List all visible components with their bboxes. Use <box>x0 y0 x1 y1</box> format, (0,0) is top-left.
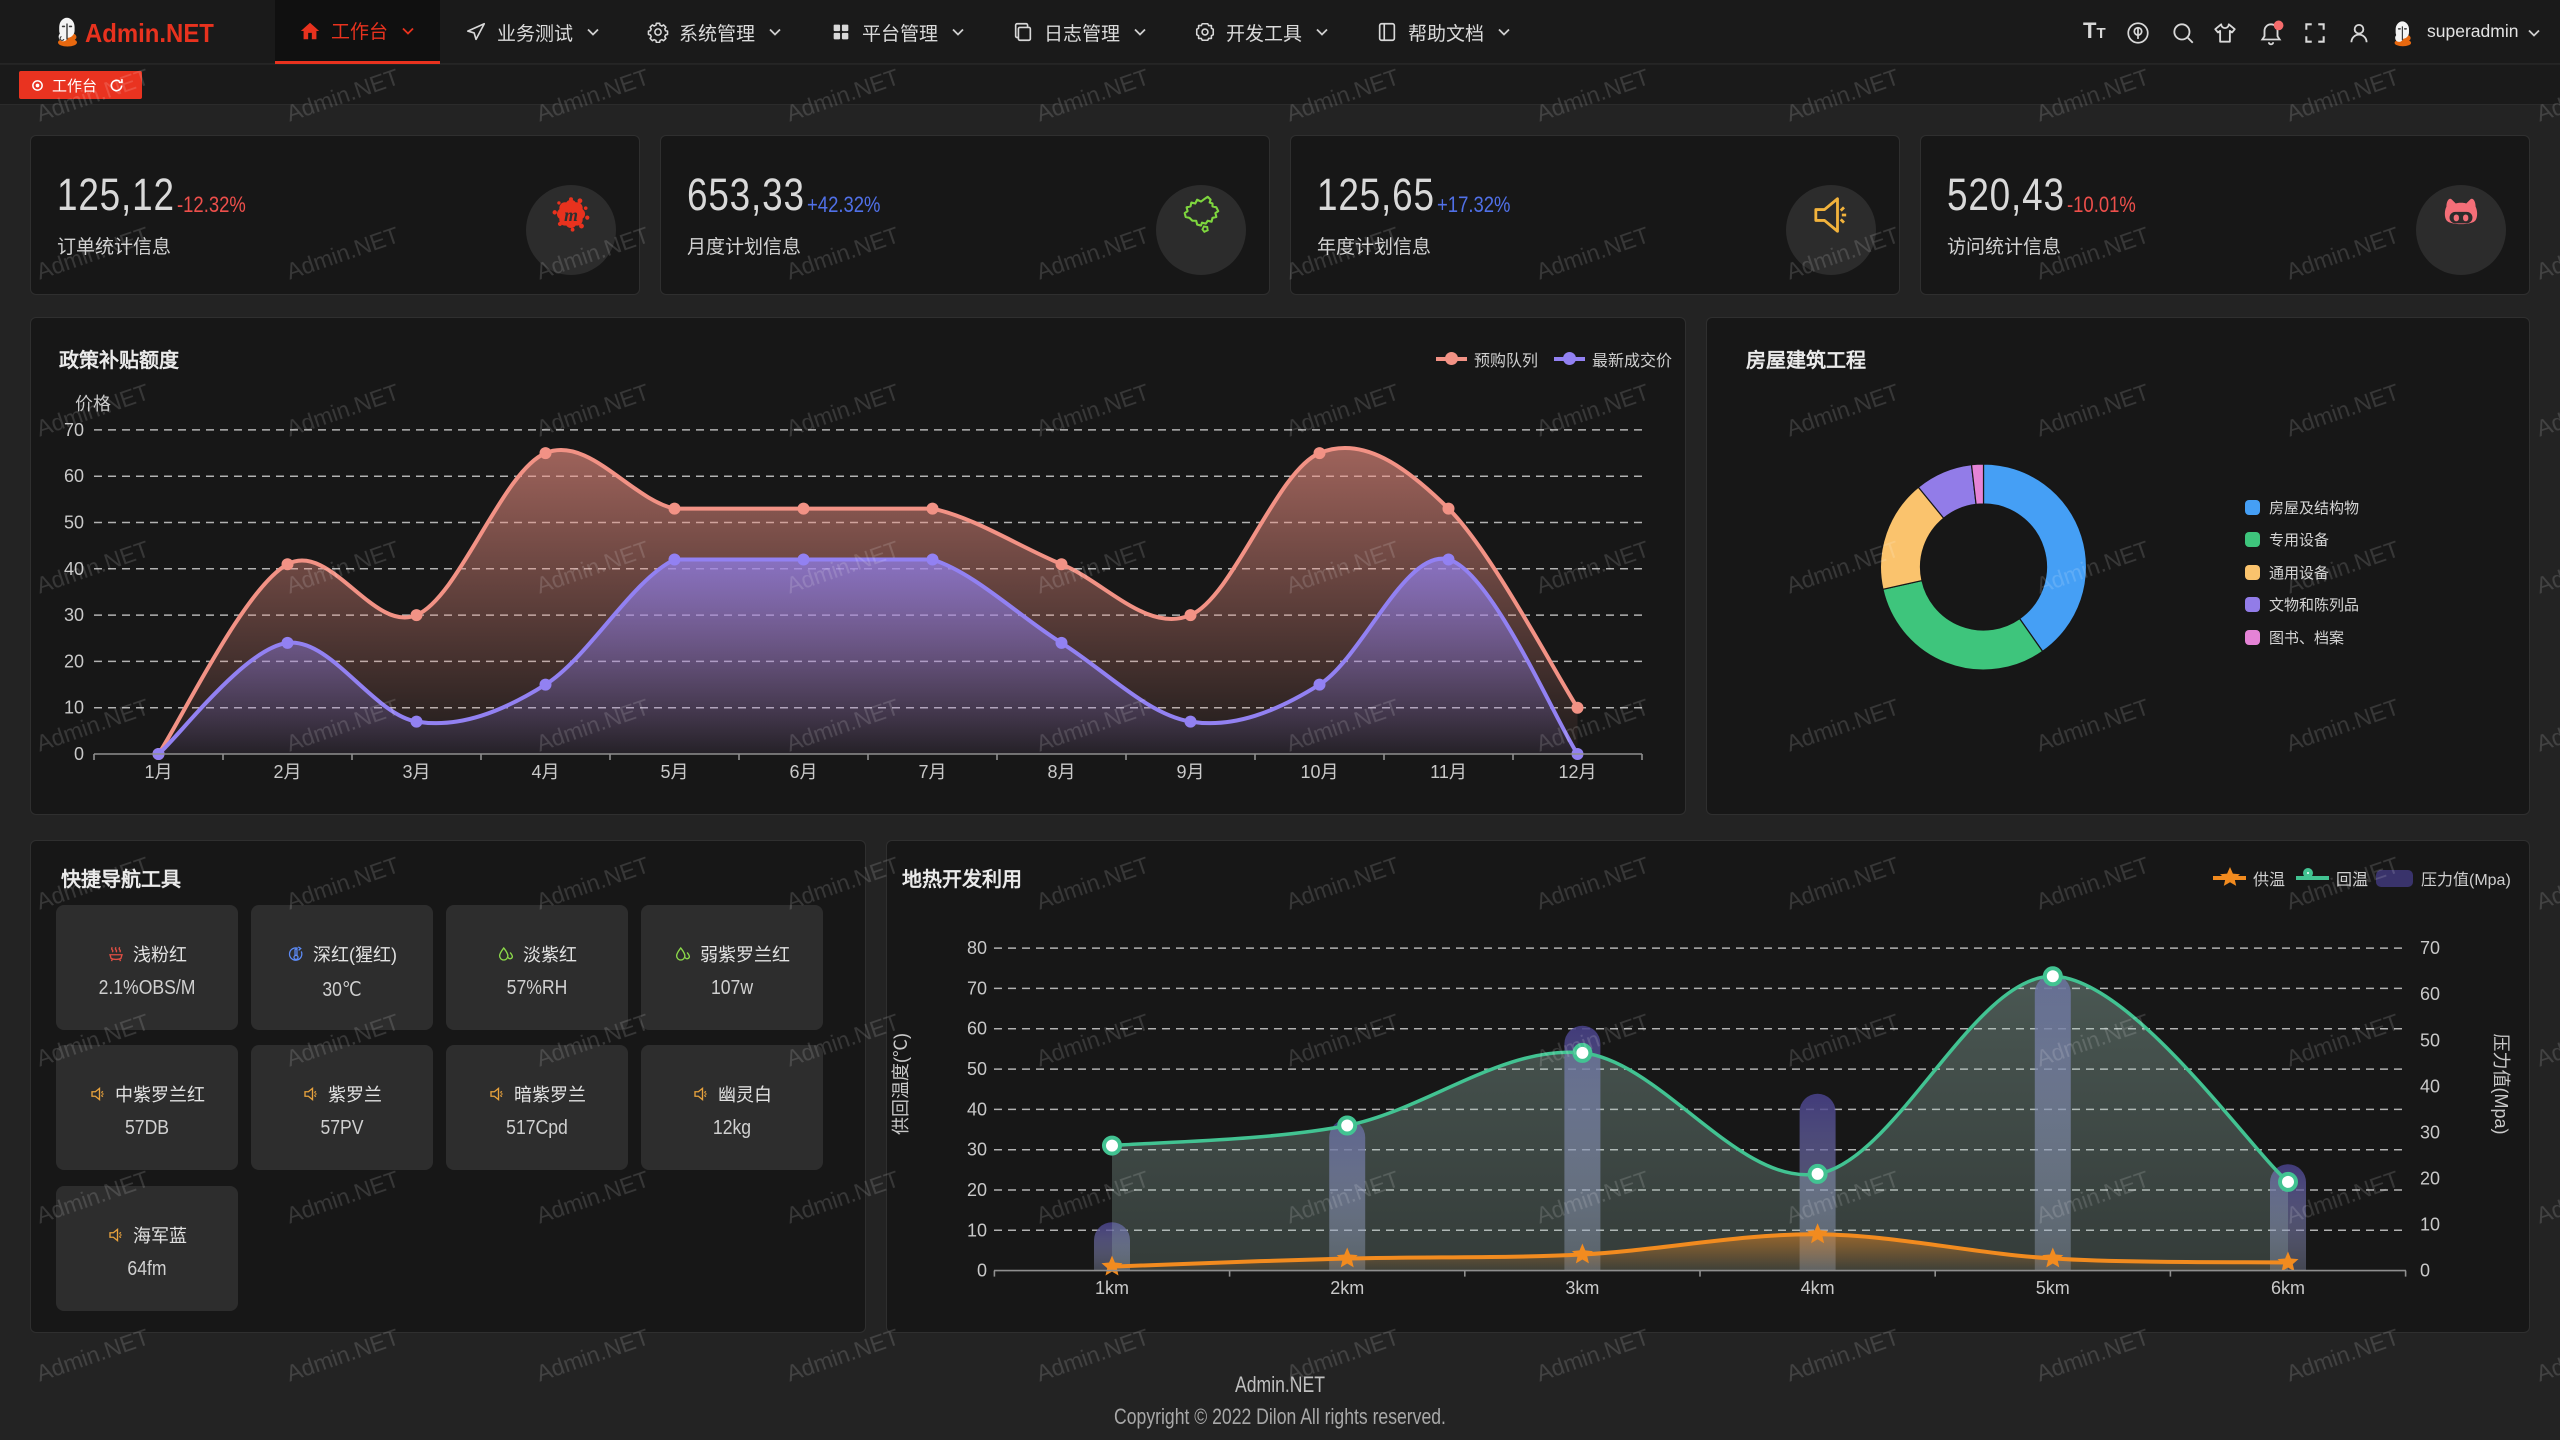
svg-text:40: 40 <box>967 1099 987 1119</box>
svg-text:m: m <box>564 205 578 225</box>
svg-text:4月: 4月 <box>531 762 559 782</box>
svg-text:20: 20 <box>967 1180 987 1200</box>
svg-text:70: 70 <box>2420 938 2440 958</box>
svg-text:50: 50 <box>967 1059 987 1079</box>
svg-text:30: 30 <box>64 605 84 625</box>
svg-text:9月: 9月 <box>1176 762 1204 782</box>
svg-text:2km: 2km <box>1330 1278 1364 1298</box>
svg-text:0: 0 <box>977 1261 987 1281</box>
svg-text:10月: 10月 <box>1300 762 1338 782</box>
svg-text:60: 60 <box>64 466 84 486</box>
svg-text:价格: 价格 <box>75 394 111 414</box>
svg-text:20: 20 <box>2420 1169 2440 1189</box>
svg-text:5km: 5km <box>2036 1278 2070 1298</box>
svg-text:6月: 6月 <box>789 762 817 782</box>
svg-text:供回温度(℃): 供回温度(℃) <box>891 1033 911 1135</box>
svg-text:10: 10 <box>2420 1215 2440 1235</box>
svg-text:20: 20 <box>64 651 84 671</box>
svg-text:10: 10 <box>64 698 84 718</box>
svg-text:8月: 8月 <box>1047 762 1075 782</box>
svg-text:3月: 3月 <box>402 762 430 782</box>
svg-text:4km: 4km <box>1801 1278 1835 1298</box>
svg-text:7月: 7月 <box>918 762 946 782</box>
svg-text:压力值(Mpa): 压力值(Mpa) <box>2491 1033 2511 1134</box>
svg-text:1月: 1月 <box>144 762 172 782</box>
svg-text:0: 0 <box>2420 1261 2430 1281</box>
svg-text:80: 80 <box>967 938 987 958</box>
svg-text:2月: 2月 <box>273 762 301 782</box>
svg-text:30: 30 <box>967 1140 987 1160</box>
svg-text:1km: 1km <box>1095 1278 1129 1298</box>
svg-text:11月: 11月 <box>1430 762 1467 782</box>
svg-text:60: 60 <box>967 1019 987 1039</box>
svg-text:50: 50 <box>64 513 84 533</box>
svg-text:12月: 12月 <box>1558 762 1596 782</box>
svg-text:70: 70 <box>64 420 84 440</box>
svg-text:3km: 3km <box>1565 1278 1599 1298</box>
svg-text:5月: 5月 <box>660 762 688 782</box>
svg-text:0: 0 <box>74 744 84 764</box>
svg-text:40: 40 <box>2420 1076 2440 1096</box>
svg-text:60: 60 <box>2420 984 2440 1004</box>
svg-text:70: 70 <box>967 978 987 998</box>
svg-text:50: 50 <box>2420 1030 2440 1050</box>
svg-text:10: 10 <box>967 1220 987 1240</box>
svg-text:40: 40 <box>64 559 84 579</box>
svg-text:6km: 6km <box>2271 1278 2305 1298</box>
svg-text:30: 30 <box>2420 1122 2440 1142</box>
